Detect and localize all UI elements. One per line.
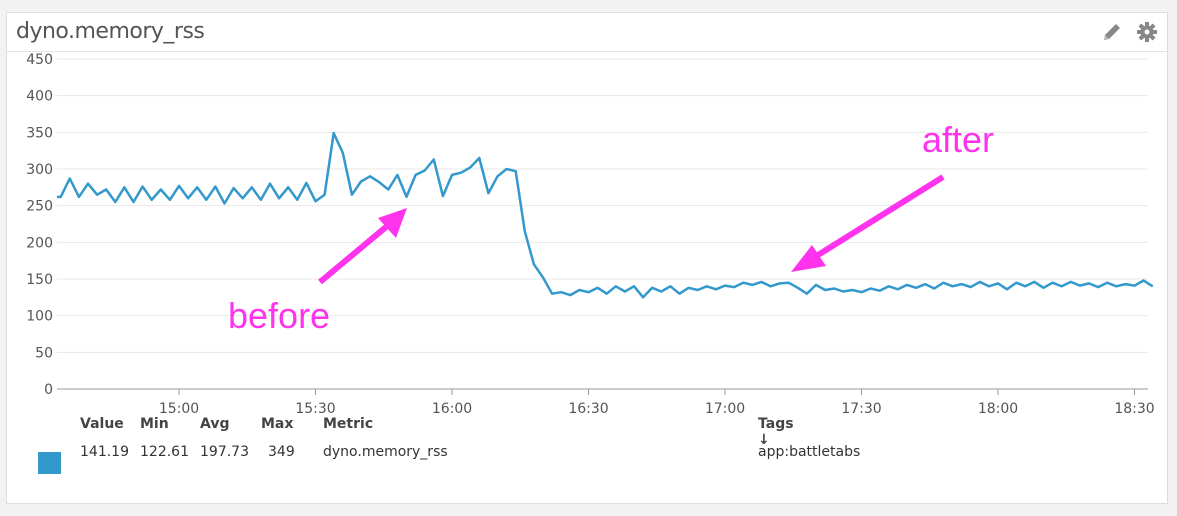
x-tick-label: 18:30 (1114, 401, 1154, 417)
y-tick-label: 250 (26, 199, 53, 215)
y-tick-label: 400 (26, 89, 53, 105)
y-tick-label: 0 (44, 382, 53, 398)
y-tick-label: 300 (26, 162, 53, 178)
header-avg[interactable]: Avg (200, 416, 230, 432)
header-value[interactable]: Value (80, 416, 124, 432)
header-max[interactable]: Max (261, 416, 294, 432)
annotation-before: before (228, 295, 330, 336)
y-tick-label: 50 (35, 345, 53, 361)
widget-card: dyno.memory_rss (6, 12, 1168, 504)
series-color-swatch (38, 452, 61, 474)
x-tick-label: 15:00 (159, 401, 199, 417)
gear-icon[interactable] (1136, 21, 1158, 43)
row-metric: dyno.memory_rss (323, 444, 448, 460)
y-tick-label: 150 (26, 272, 53, 288)
header-min[interactable]: Min (140, 416, 169, 432)
x-tick-label: 18:00 (978, 401, 1018, 417)
widget-title: dyno.memory_rss (16, 19, 205, 44)
pencil-icon[interactable] (1101, 21, 1123, 43)
annotation-after: after (922, 119, 994, 160)
y-tick-label: 350 (26, 125, 53, 141)
arrow-before-head (378, 208, 407, 238)
y-tick-label: 100 (26, 309, 53, 325)
arrow-after (808, 174, 945, 263)
header-tags[interactable]: Tags ↓ (758, 416, 794, 448)
x-tick-label: 17:30 (841, 401, 881, 417)
y-tick-label: 200 (26, 235, 53, 251)
x-tick-label: 16:30 (568, 401, 608, 417)
series-line (57, 131, 1154, 299)
y-tick-label: 450 (26, 52, 53, 68)
arrow-after-head (791, 245, 826, 272)
header-divider (7, 51, 1167, 52)
x-tick-label: 17:00 (705, 401, 745, 417)
x-tick-label: 15:30 (295, 401, 335, 417)
header-metric[interactable]: Metric (323, 416, 374, 432)
row-max: 349 (268, 444, 295, 460)
row-value: 141.19 (80, 444, 129, 460)
arrow-before (318, 219, 394, 285)
x-tick-label: 16:00 (432, 401, 472, 417)
row-avg: 197.73 (200, 444, 249, 460)
row-tags: app:battletabs (758, 444, 861, 460)
row-min: 122.61 (140, 444, 189, 460)
